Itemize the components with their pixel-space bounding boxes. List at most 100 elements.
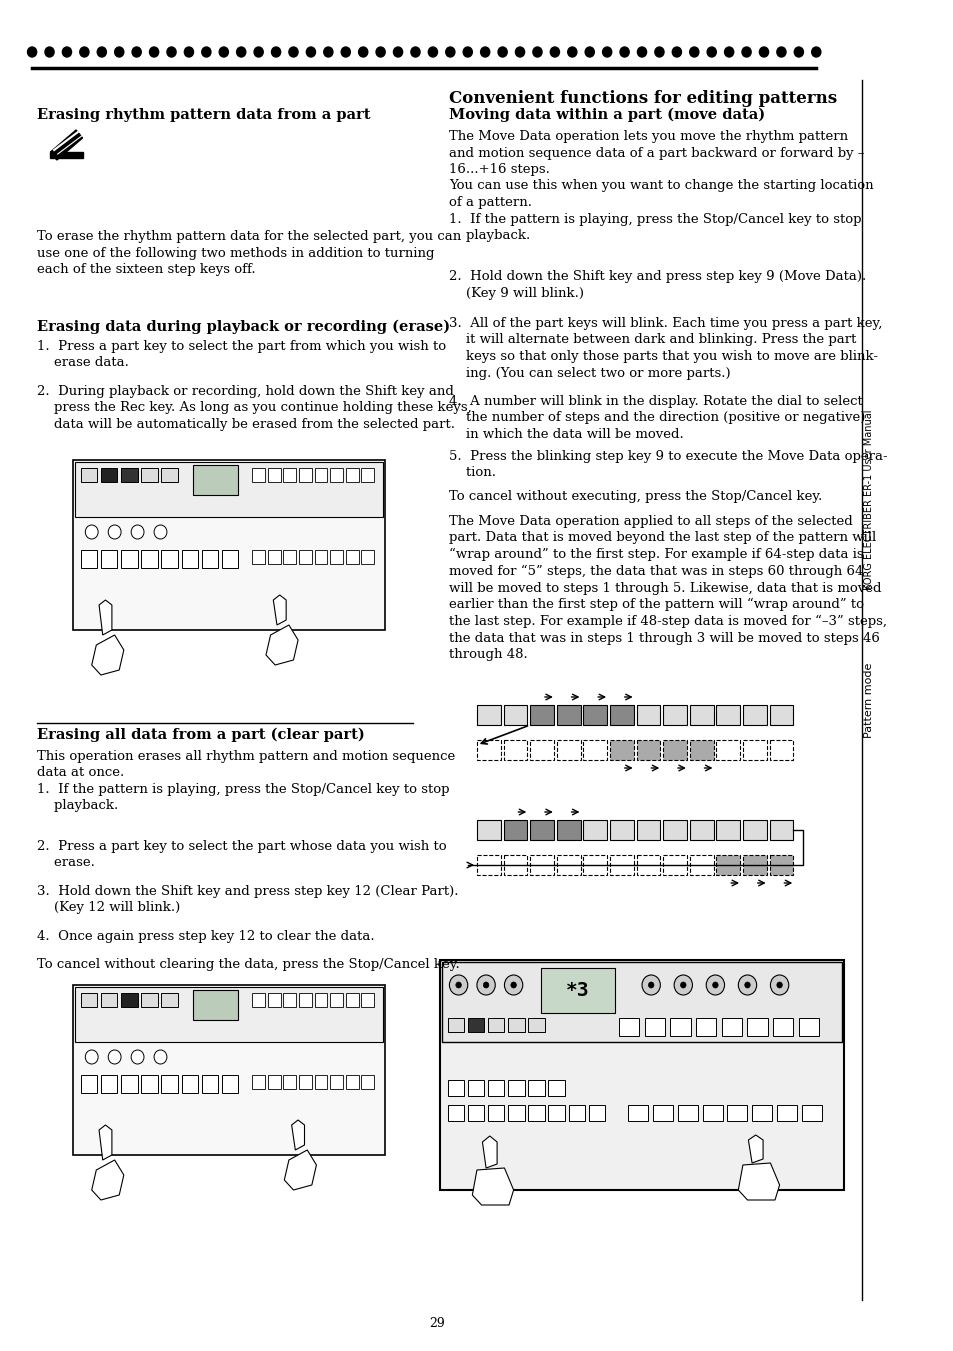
Text: 4.  A number will blink in the display. Rotate the dial to select
    the number: 4. A number will blink in the display. R… [449,394,865,440]
Circle shape [150,47,158,57]
Circle shape [108,526,121,539]
Bar [528,1105,544,1121]
Bar [268,993,280,1006]
Bar [121,550,137,567]
Bar [772,1019,793,1036]
Text: Erasing data during playback or recording (erase): Erasing data during playback or recordin… [36,320,450,335]
Bar [742,855,766,875]
Bar [193,990,238,1020]
Bar [141,467,157,482]
Circle shape [497,47,507,57]
Bar [530,705,554,725]
Bar [582,705,606,725]
Circle shape [358,47,368,57]
Bar [476,740,500,761]
Bar [801,1105,821,1121]
Bar [121,467,137,482]
Bar [73,459,385,630]
Bar [530,740,554,761]
Bar [345,550,358,563]
Bar [441,962,841,1042]
Bar [252,467,265,482]
Circle shape [131,526,144,539]
Circle shape [480,47,489,57]
Bar [503,855,527,875]
Text: To cancel without executing, press the Stop/Cancel key.: To cancel without executing, press the S… [449,490,821,503]
Bar [582,820,606,840]
Bar [696,1019,716,1036]
Circle shape [510,982,516,988]
Circle shape [202,47,211,57]
Circle shape [776,982,781,988]
Circle shape [80,47,89,57]
Text: Pattern mode: Pattern mode [863,662,874,738]
Circle shape [712,982,718,988]
Circle shape [253,47,263,57]
Bar [193,465,238,494]
Bar [361,1075,374,1089]
Bar [161,467,178,482]
Circle shape [811,47,820,57]
Circle shape [108,1050,121,1065]
Bar [582,740,606,761]
Bar [121,467,137,482]
Circle shape [463,47,472,57]
Bar [447,1105,463,1121]
Text: Convenient functions for editing patterns: Convenient functions for editing pattern… [449,91,837,107]
Bar [689,855,713,875]
Bar [298,993,312,1006]
Circle shape [393,47,402,57]
Circle shape [550,47,558,57]
Bar [508,1019,524,1032]
Bar [742,705,766,725]
Polygon shape [51,130,83,159]
Bar [582,855,606,875]
Circle shape [705,975,723,994]
Bar [798,1019,819,1036]
Bar [548,1079,564,1096]
Circle shape [85,526,98,539]
Circle shape [445,47,455,57]
Bar [503,820,527,840]
Bar [51,153,83,158]
Bar [662,855,686,875]
Bar [268,1075,280,1089]
Bar [503,740,527,761]
Bar [161,1075,178,1093]
Bar [161,550,178,567]
Bar [557,820,580,840]
Bar [476,855,500,875]
Circle shape [689,47,699,57]
Circle shape [641,975,659,994]
Text: This operation erases all rhythm pattern and motion sequence
data at once.
1.  I: This operation erases all rhythm pattern… [36,750,455,812]
Circle shape [794,47,802,57]
Text: Erasing rhythm pattern data from a part: Erasing rhythm pattern data from a part [36,108,370,122]
Bar [609,740,633,761]
Bar [202,550,218,567]
Bar [283,550,296,563]
Bar [716,855,740,875]
Bar [530,855,554,875]
Bar [662,740,686,761]
Circle shape [584,47,594,57]
Bar [636,855,659,875]
Bar [628,1105,648,1121]
Polygon shape [99,1125,112,1161]
Bar [508,1079,524,1096]
Circle shape [654,47,663,57]
Bar [609,705,633,725]
Bar [298,1075,312,1089]
Bar [361,993,374,1006]
Text: 5.  Press the blinking step key 9 to execute the Move Data opera-
    tion.: 5. Press the blinking step key 9 to exec… [449,450,887,480]
Text: The Move Data operation applied to all steps of the selected
part. Data that is : The Move Data operation applied to all s… [449,515,886,661]
Circle shape [674,975,692,994]
Text: To cancel without clearing the data, press the Stop/Cancel key.: To cancel without clearing the data, pre… [36,958,459,971]
Bar [314,1075,327,1089]
Bar [252,1075,265,1089]
Circle shape [272,47,280,57]
Polygon shape [99,600,112,635]
Bar [252,550,265,563]
Circle shape [619,47,629,57]
Polygon shape [738,1163,779,1200]
Bar [670,1019,690,1036]
